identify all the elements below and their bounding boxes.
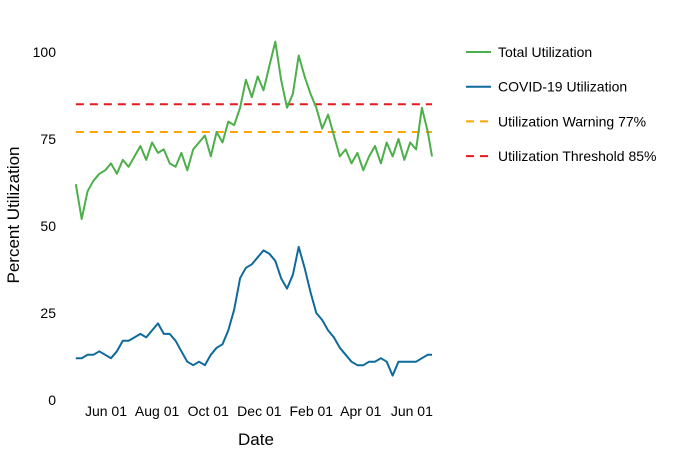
legend: Total Utilization COVID-19 Utilization Uti… xyxy=(466,44,657,164)
legend-label: COVID-19 Utilization xyxy=(498,79,627,95)
legend-label: Utilization Threshold 85% xyxy=(498,148,657,164)
y-axis-title: Percent Utilization xyxy=(4,146,23,283)
y-tick-label: 25 xyxy=(40,305,56,321)
series-line-1 xyxy=(75,245,432,377)
x-tick-label: Aug 01 xyxy=(135,403,180,419)
series-line-0 xyxy=(74,40,433,220)
x-tick-label: Dec 01 xyxy=(237,403,282,419)
x-tick-label: Feb 01 xyxy=(290,403,334,419)
x-tick-label: Oct 01 xyxy=(188,403,229,419)
y-tick-label: 50 xyxy=(40,218,56,234)
x-tick-label: Apr 01 xyxy=(340,403,381,419)
legend-label: Total Utilization xyxy=(498,44,592,60)
x-tick-label: Jun 01 xyxy=(85,403,127,419)
y-tick-label: 100 xyxy=(33,44,57,60)
x-tick-label: Jun 01 xyxy=(391,403,433,419)
y-tick-label: 75 xyxy=(40,131,56,147)
y-tick-label: 0 xyxy=(48,392,56,408)
x-axis-title: Date xyxy=(238,430,274,449)
legend-label: Utilization Warning 77% xyxy=(498,113,646,129)
